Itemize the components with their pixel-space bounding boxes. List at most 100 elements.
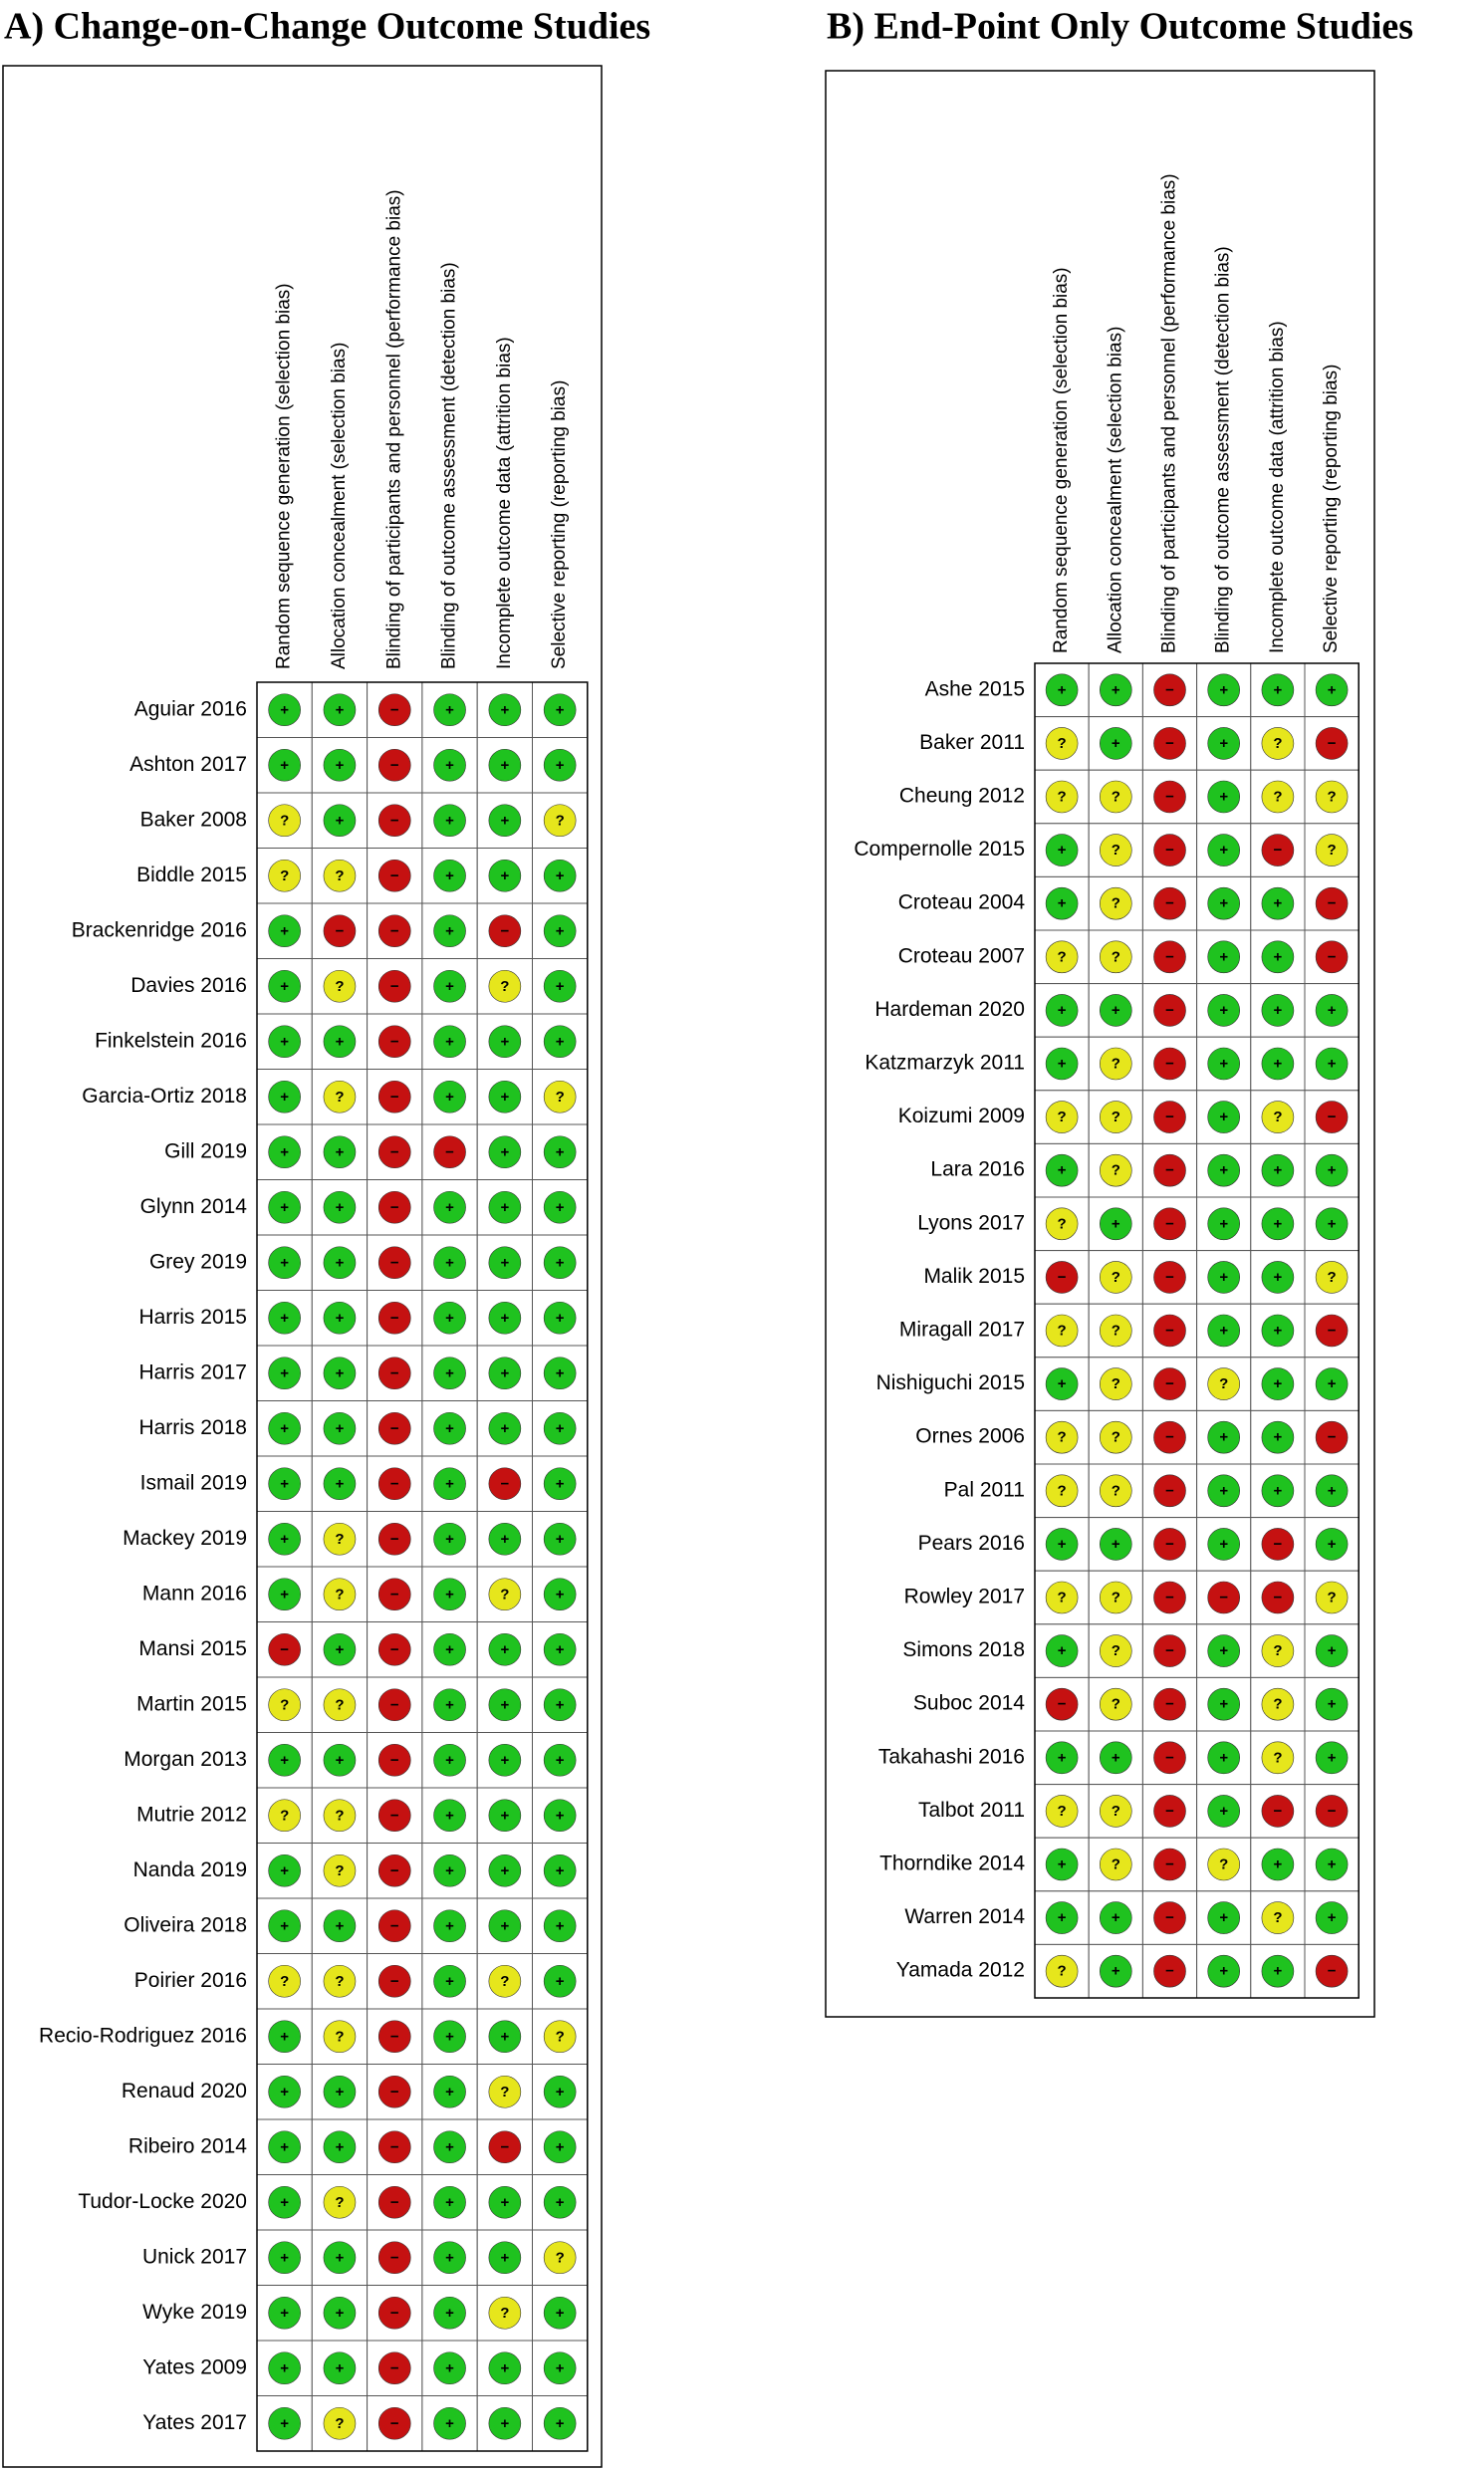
judgment-dot [1045,1581,1079,1614]
judgment-symbol: − [500,2138,509,2155]
judgment-symbol: ? [500,978,509,995]
judgment-symbol: + [1219,681,1228,698]
judgment-dot [268,914,301,948]
judgment-symbol: − [390,1531,399,1548]
judgment-symbol: + [445,2028,454,2045]
judgment-dot [433,1743,466,1777]
judgment-symbol: + [500,1807,509,1824]
judgment-symbol: + [556,1531,565,1548]
judgment-symbol: + [280,1199,289,1216]
panel-title: B) End-Point Only Outcome Studies [827,6,1413,48]
judgment-symbol: + [445,2305,454,2322]
study-label: Compernolle 2015 [854,838,1025,861]
judgment-symbol: ? [556,2249,565,2266]
judgment-dot [1207,1954,1240,1988]
judgment-dot [1045,780,1079,814]
judgment-dot [1207,1581,1240,1614]
study-label: Malik 2015 [923,1265,1025,1288]
study-label: Warren 2014 [904,1905,1025,1928]
judgment-dot [1045,1848,1079,1881]
judgment-symbol: + [500,1199,509,1216]
judgment-symbol: ? [1058,1803,1067,1820]
judgment-dot [1261,1581,1295,1614]
judgment-symbol: + [1219,1269,1228,1286]
judgment-symbol: ? [1273,1696,1282,1713]
judgment-dot [1207,1261,1240,1294]
judgment-dot [543,1522,577,1556]
judgment-dot [1207,1047,1240,1081]
judgment-dot [433,1578,466,1611]
judgment-dot [377,1853,411,1887]
column-header: Allocation concealment (selection bias) [329,343,350,669]
judgment-symbol: − [1274,1590,1283,1606]
judgment-symbol: + [445,2138,454,2155]
judgment-dot [488,1578,522,1611]
judgment-symbol: + [445,1420,454,1437]
judgment-symbol: + [556,1033,565,1050]
grid-frame [256,681,589,2452]
study-label: Simons 2018 [902,1638,1025,1661]
judgment-dot [268,2130,301,2164]
judgment-dot [1207,1741,1240,1775]
judgment-symbol: ? [1112,1269,1120,1286]
judgment-symbol: − [390,1143,399,1160]
judgment-symbol: − [1165,1269,1174,1286]
judgment-dot [1045,886,1079,920]
judgment-dot [488,1246,522,1280]
judgment-dot [1207,673,1240,707]
judgment-symbol: + [500,1531,509,1548]
judgment-dot [1045,727,1079,760]
judgment-symbol: + [556,2305,565,2322]
judgment-symbol: + [1328,1162,1337,1179]
judgment-dot [1315,1420,1349,1454]
judgment-symbol: + [556,1310,565,1327]
judgment-dot [1315,834,1349,866]
judgment-dot [1261,1795,1295,1828]
judgment-symbol: ? [1112,948,1120,965]
judgment-symbol: + [445,1089,454,1106]
judgment-symbol: + [556,1199,565,1216]
judgment-symbol: ? [335,1807,344,1824]
judgment-symbol: ? [1058,948,1067,965]
judgment-dot [1315,1474,1349,1508]
judgment-symbol: − [1165,948,1174,965]
judgment-symbol: + [280,1862,289,1879]
judgment-symbol: + [336,1254,345,1271]
judgment-symbol: − [1165,1803,1174,1820]
judgment-dot [1207,994,1240,1027]
study-label: Poirier 2016 [134,1969,247,1992]
judgment-dot [377,804,411,838]
judgment-symbol: + [556,1641,565,1658]
judgment-symbol: + [445,922,454,939]
judgment-dot [268,1357,301,1390]
judgment-dot [1153,1153,1186,1187]
judgment-dot [1261,1261,1295,1294]
judgment-dot [543,1799,577,1833]
judgment-dot [377,1964,411,1998]
judgment-dot [543,1135,577,1169]
judgment-dot [1100,834,1132,866]
judgment-dot [323,1743,357,1777]
study-label: Ashton 2017 [129,753,247,776]
judgment-dot [488,2296,522,2330]
judgment-dot [377,2020,411,2054]
judgment-dot [1100,1207,1132,1241]
judgment-symbol: + [336,701,345,718]
judgment-symbol: ? [335,1862,344,1879]
judgment-symbol: + [556,1973,565,1990]
judgment-symbol: − [390,1310,399,1327]
judgment-dot [543,1743,577,1777]
judgment-dot [1261,1954,1295,1988]
study-label: Brackenridge 2016 [72,918,247,941]
judgment-symbol: + [1058,895,1067,912]
judgment-symbol: − [390,2305,399,2322]
judgment-dot [1153,1954,1186,1988]
judgment-symbol: − [390,2028,399,2045]
judgment-symbol: ? [335,978,344,995]
judgment-symbol: + [445,978,454,995]
judgment-dot [543,1246,577,1280]
judgment-symbol: + [1219,789,1228,806]
judgment-dot [543,1467,577,1501]
judgment-symbol: ? [1058,1323,1067,1340]
judgment-symbol: ? [1112,1482,1120,1499]
